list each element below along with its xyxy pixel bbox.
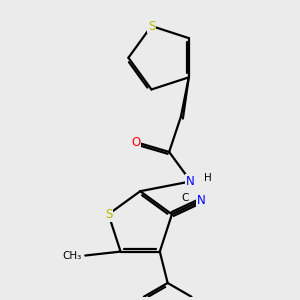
Text: N: N: [186, 175, 195, 188]
Text: N: N: [197, 194, 206, 207]
Text: C: C: [181, 193, 188, 203]
Text: S: S: [105, 208, 112, 221]
Text: H: H: [205, 173, 212, 183]
Text: O: O: [131, 136, 140, 148]
Text: CH₃: CH₃: [62, 250, 81, 260]
Text: S: S: [148, 20, 155, 32]
